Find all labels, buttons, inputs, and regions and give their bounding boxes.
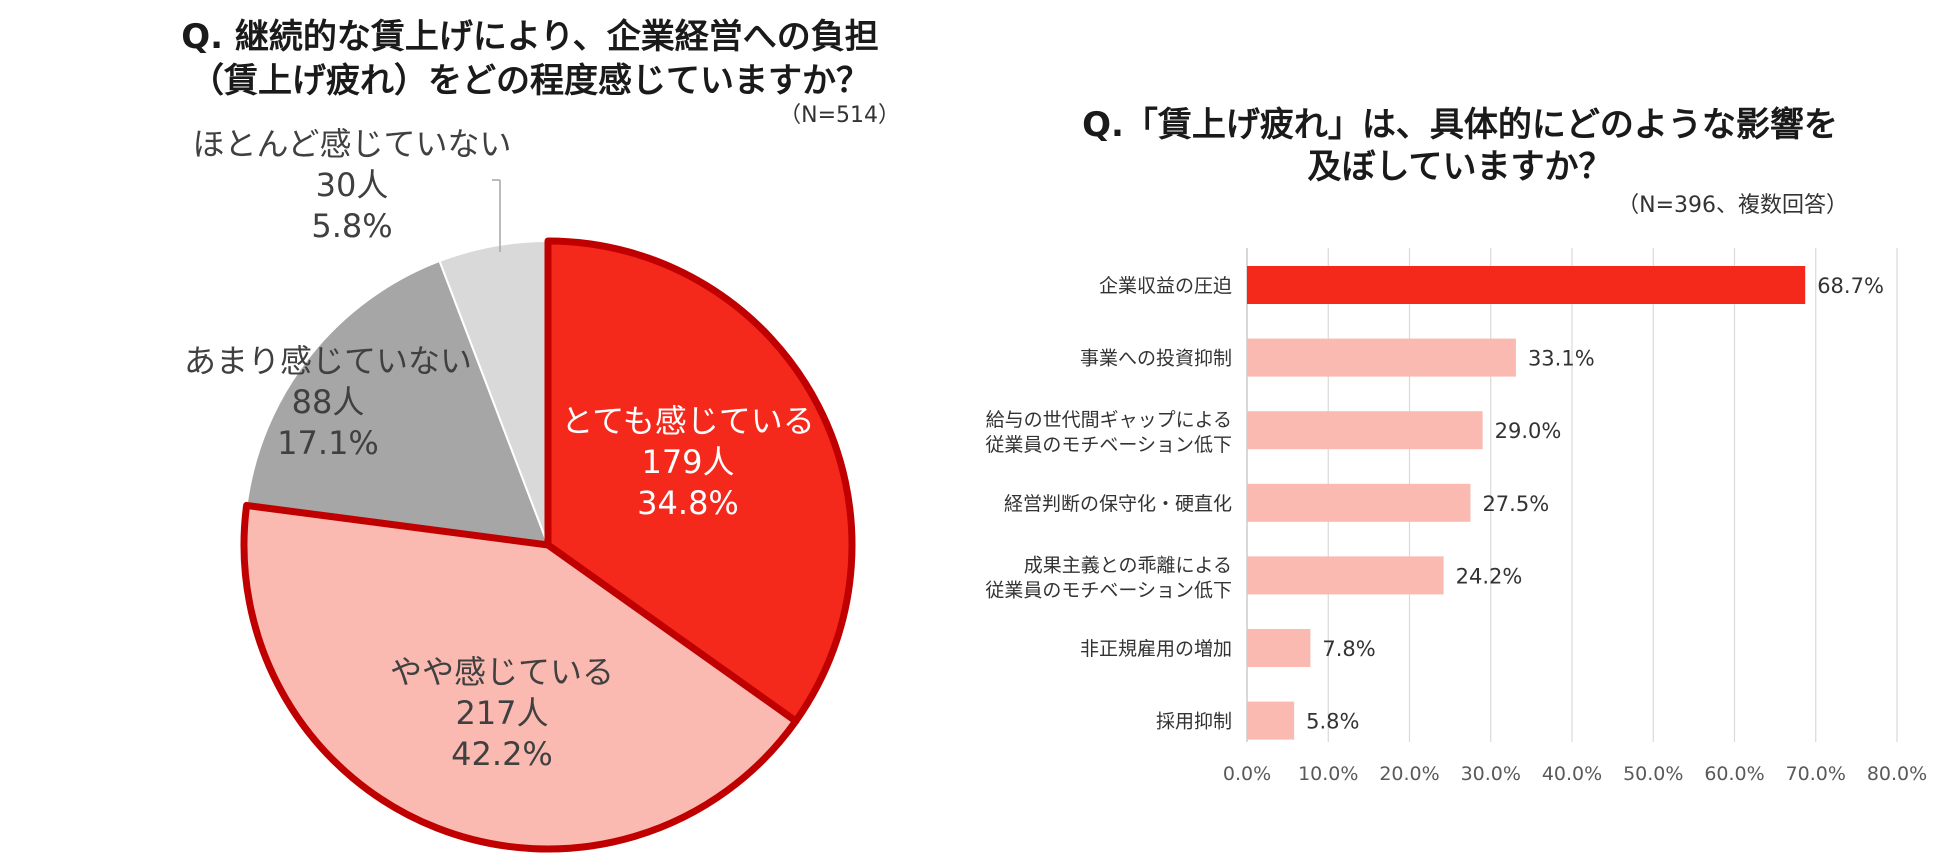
slice-percent: 42.2% xyxy=(451,735,553,773)
bar-category-label-5: 非正規雇用の増加 xyxy=(1080,638,1232,660)
bar-value-label-3: 27.5% xyxy=(1482,492,1549,516)
bar-category-label-0: 企業収益の圧迫 xyxy=(1099,275,1232,297)
bar-1 xyxy=(1247,338,1516,377)
bar-category-label-4: 成果主義との乖離による従業員のモチベーション低下 xyxy=(985,554,1232,601)
slice-category: あまり感じていない xyxy=(184,342,472,380)
slice-category: とても感じている xyxy=(561,402,814,440)
bar-value-label-4: 24.2% xyxy=(1456,564,1523,588)
bar-3 xyxy=(1247,483,1471,522)
slice-percent: 5.8% xyxy=(311,207,392,245)
x-tick-label-6: 60.0% xyxy=(1704,763,1764,785)
bar-category-label-1: 事業への投資抑制 xyxy=(1080,348,1232,370)
bar-value-label-2: 29.0% xyxy=(1495,419,1562,443)
bar-chart-section: Q.「賃上げ疲れ」は、具体的にどのような影響を 及ぼしていますか？ （N=396… xyxy=(985,105,1927,785)
bar-category-labels: 企業収益の圧迫事業への投資抑制給与の世代間ギャップによる従業員のモチベーション低… xyxy=(985,275,1232,733)
category-line: 成果主義との乖離による xyxy=(1024,554,1232,576)
x-tick-label-0: 0.0% xyxy=(1223,763,1271,785)
pie-title-line-1: Q. 継続的な賃上げにより、企業経営への負担 xyxy=(181,17,879,57)
pie-slice-0 xyxy=(544,237,856,725)
pie-labels: とても感じている 179人 34.8% やや感じている 217人 42.2% あまり感じてい… xyxy=(184,125,815,773)
category-line: 給与の世代間ギャップによる xyxy=(986,409,1232,431)
bar-category-label-6: 採用抑制 xyxy=(1156,711,1232,733)
pie-sample-size: （N=514） xyxy=(779,103,900,128)
pie-slices xyxy=(240,237,856,853)
bar-sample-size: （N=396、複数回答） xyxy=(1617,193,1848,218)
pie-slice-label-3: ほとんど感じていない 30人 5.8% xyxy=(192,125,511,245)
slice-percent: 17.1% xyxy=(277,424,379,462)
bar-5 xyxy=(1247,629,1311,667)
category-line: 採用抑制 xyxy=(1156,711,1232,733)
x-tick-label-2: 20.0% xyxy=(1379,763,1439,785)
bar-marks: 68.7% 33.1% 29.0% 27.5% 24.2% 7.8% 5.8% xyxy=(1247,266,1884,740)
x-tick-label-8: 80.0% xyxy=(1867,763,1927,785)
pie-slice-label-2: あまり感じていない 88人 17.1% xyxy=(184,342,472,462)
slice-category: ほとんど感じていない xyxy=(192,125,511,163)
slice-category: やや感じている xyxy=(390,653,614,691)
x-tick-label-4: 40.0% xyxy=(1542,763,1602,785)
x-tick-label-7: 70.0% xyxy=(1786,763,1846,785)
bar-value-label-5: 7.8% xyxy=(1322,637,1375,661)
pie-slice-label-0: とても感じている 179人 34.8% xyxy=(561,402,814,522)
x-tick-label-5: 50.0% xyxy=(1623,763,1683,785)
slice-count: 217人 xyxy=(455,694,548,732)
bar-value-label-6: 5.8% xyxy=(1306,710,1359,734)
slice-count: 30人 xyxy=(316,166,389,204)
bar-category-label-2: 給与の世代間ギャップによる従業員のモチベーション低下 xyxy=(985,409,1232,456)
category-line: 経営判断の保守化・硬直化 xyxy=(1004,493,1232,515)
bar-value-label-1: 33.1% xyxy=(1528,347,1595,371)
bar-axis-ticks: 0.0% 10.0% 20.0% 30.0% 40.0% 50.0% 60.0% 70.0% 8… xyxy=(1223,763,1927,785)
slice-percent: 34.8% xyxy=(637,484,739,522)
pie-title-line-2: （賃上げ疲れ）をどの程度感じていますか？ xyxy=(190,61,870,101)
bar-category-label-3: 経営判断の保守化・硬直化 xyxy=(1004,493,1232,515)
bar-2 xyxy=(1247,411,1483,450)
bar-4 xyxy=(1247,556,1444,595)
category-line: 従業員のモチベーション低下 xyxy=(985,434,1232,456)
slice-count: 179人 xyxy=(641,443,734,481)
bar-title-line-2: 及ぼしていますか？ xyxy=(1308,147,1613,187)
category-line: 企業収益の圧迫 xyxy=(1099,275,1232,297)
category-line: 非正規雇用の増加 xyxy=(1080,638,1232,660)
bar-value-label-0: 68.7% xyxy=(1817,274,1884,298)
pie-chart-section: Q. 継続的な賃上げにより、企業経営への負担 （賃上げ疲れ）をどの程度感じていま… xyxy=(181,17,900,853)
pie-slice-2 xyxy=(245,259,550,547)
pie-slice-1 xyxy=(240,501,800,853)
pie-slice-label-1: やや感じている 217人 42.2% xyxy=(390,653,614,773)
category-line: 事業への投資抑制 xyxy=(1080,348,1232,370)
x-tick-label-1: 10.0% xyxy=(1298,763,1358,785)
bar-6 xyxy=(1247,701,1295,740)
category-line: 従業員のモチベーション低下 xyxy=(985,579,1232,601)
x-tick-label-3: 30.0% xyxy=(1461,763,1521,785)
bar-title-line-1: Q.「賃上げ疲れ」は、具体的にどのような影響を xyxy=(1082,105,1838,145)
slice-count: 88人 xyxy=(292,383,365,421)
bar-0 xyxy=(1247,266,1806,304)
